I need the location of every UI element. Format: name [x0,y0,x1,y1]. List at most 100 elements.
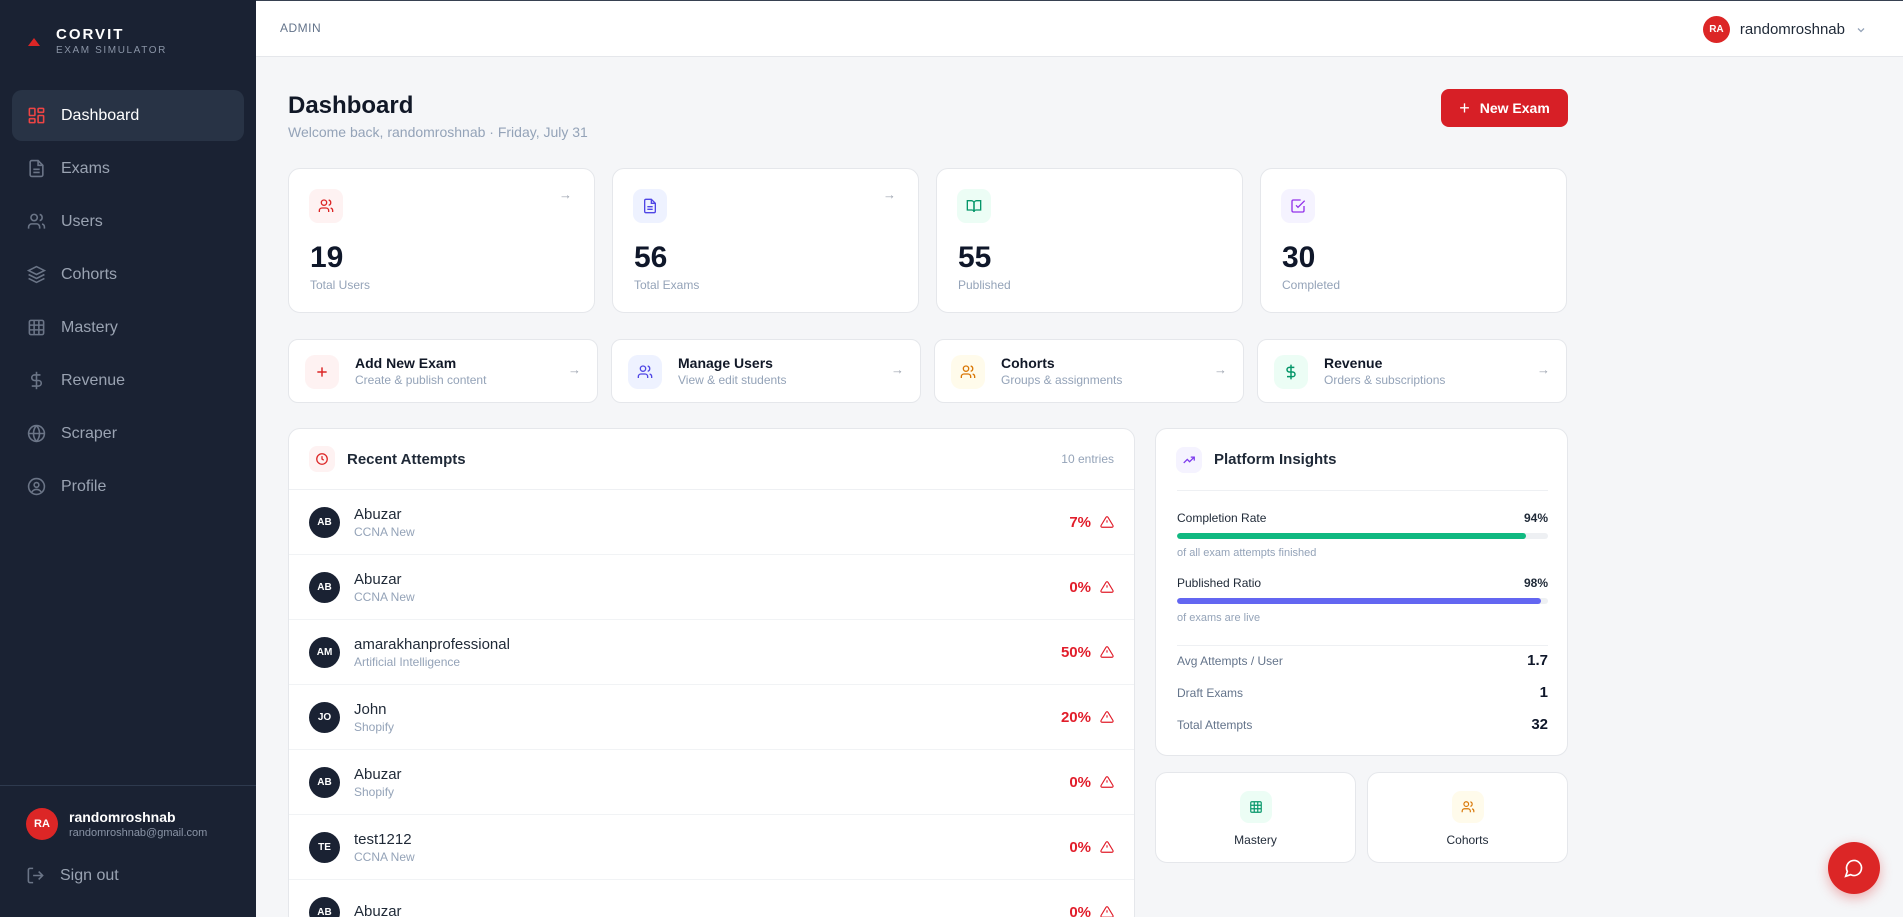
stat-label: Published [958,278,1011,292]
stat-card-published[interactable]: 55 Published [936,168,1243,313]
check-square-icon [1281,189,1315,223]
sign-out-label: Sign out [60,866,119,884]
student-name: test1212 [354,830,412,848]
avatar: AB [309,766,340,798]
avatar: AM [309,636,340,668]
warning-icon [1100,905,1114,917]
user-name: randomroshnab [69,809,176,825]
student-name: Abuzar [354,570,402,588]
warning-icon [1100,645,1114,659]
quick-action-subtitle: Orders & subscriptions [1324,373,1446,387]
users-icon [309,189,343,223]
sidebar-item-revenue[interactable]: Revenue [12,355,244,406]
users-icon [1452,791,1484,823]
kv-label: Avg Attempts / User [1177,653,1283,668]
page-title: Dashboard [288,92,414,119]
grid-icon [1240,791,1272,823]
sidebar-user[interactable]: RA randomroshnab randomroshnab@gmail.com [26,808,207,840]
stat-value: 19 [310,241,344,274]
table-row[interactable]: AB Abuzar Shopify 0% [289,750,1134,815]
metric-note: of all exam attempts finished [1177,547,1317,559]
table-row[interactable]: AB Abuzar CCNA New 0% [289,555,1134,620]
chat-button[interactable] [1828,842,1880,894]
avatar: AB [309,506,340,538]
user-menu[interactable]: RA randomroshnab [1702,16,1867,43]
sidebar-item-label: Users [61,212,103,230]
quick-action-add-new-exam[interactable]: Add New Exam Create & publish content → [288,339,598,403]
mini-link-label: Cohorts [1446,833,1489,847]
table-row[interactable]: JO John Shopify 20% [289,685,1134,750]
quick-action-title: Revenue [1324,355,1383,371]
table-row[interactable]: AM amarakhanprofessional Artificial Intell… [289,620,1134,685]
stat-card-total-users[interactable]: → 19 Total Users [288,168,595,313]
score-value: 0% [1069,838,1091,856]
plus-icon: + [1459,98,1470,118]
page-subtitle: Welcome back, randomroshnab · Friday, Ju… [288,124,588,140]
table-row[interactable]: AB Abuzar 0% [289,880,1134,917]
metric-published-ratio: Published Ratio 98% of exams are live [1177,576,1548,624]
sidebar-item-cohorts[interactable]: Cohorts [12,249,244,300]
grid-icon [28,319,45,336]
score-value: 0% [1069,903,1091,917]
panel-title: Platform Insights [1214,451,1337,468]
stat-label: Total Users [310,278,371,292]
quick-action-cohorts[interactable]: Cohorts Groups & assignments → [934,339,1244,403]
stat-label: Total Exams [634,278,700,292]
topbar: ADMIN RA randomroshnab [256,0,1903,57]
user-circle-icon [27,477,46,496]
progress-fill [1177,533,1526,539]
sign-out-button[interactable]: Sign out [26,866,119,885]
dollar-icon [31,371,42,390]
new-exam-button[interactable]: + New Exam [1441,89,1568,127]
sidebar-item-label: Mastery [61,318,118,336]
brand-name: CORVIT [56,26,125,43]
arrow-right-icon: → [559,187,572,202]
arrow-right-icon: → [1537,362,1550,377]
stat-value: 56 [634,241,668,274]
score: 0% [1069,774,1114,791]
quick-action-manage-users[interactable]: Manage Users View & edit students → [611,339,921,403]
stat-value: 30 [1282,241,1316,274]
arrow-right-icon: → [883,187,896,202]
dollar-icon [1274,355,1308,389]
cohorts-link[interactable]: Cohorts [1367,772,1568,863]
quick-action-subtitle: Groups & assignments [1001,373,1123,387]
exam-name: CCNA New [354,849,415,864]
breadcrumb[interactable]: ADMIN [280,21,322,35]
stat-total-attempts: Total Attempts 32 [1177,716,1548,733]
table-row[interactable]: AB Abuzar CCNA New 7% [289,490,1134,555]
table-row[interactable]: TE test1212 CCNA New 0% [289,815,1134,880]
divider [1177,645,1548,646]
sidebar-item-label: Cohorts [61,265,118,283]
score-value: 0% [1069,578,1091,596]
sidebar-item-dashboard[interactable]: Dashboard [12,90,244,141]
dashboard-icon [28,107,45,124]
mastery-link[interactable]: Mastery [1155,772,1356,863]
sidebar-item-mastery[interactable]: Mastery [12,302,244,353]
sidebar-divider [0,785,256,786]
sidebar-item-label: Exams [61,159,110,177]
kv-value: 32 [1531,716,1548,733]
warning-icon [1100,515,1114,529]
quick-action-revenue[interactable]: Revenue Orders & subscriptions → [1257,339,1567,403]
sidebar-item-profile[interactable]: Profile [12,461,244,512]
sidebar-item-scraper[interactable]: Scraper [12,408,244,459]
sidebar-item-users[interactable]: Users [12,196,244,247]
score: 20% [1061,709,1114,726]
brand-subtitle: EXAM SIMULATOR [56,45,167,56]
sidebar-item-exams[interactable]: Exams [12,143,244,194]
sign-out-icon [27,867,44,884]
brand[interactable]: CORVIT EXAM SIMULATOR [28,26,167,56]
user-name: randomroshnab [1739,21,1845,38]
stat-card-completed[interactable]: 30 Completed [1260,168,1567,313]
globe-icon [27,424,46,443]
layers-icon [27,265,46,284]
panel-header: Recent Attempts 10 entries [289,429,1134,490]
stat-card-total-exams[interactable]: → 56 Total Exams [612,168,919,313]
score-value: 0% [1069,773,1091,791]
metric-completion-rate: Completion Rate 94% of all exam attempts … [1177,511,1548,559]
sidebar-item-label: Scraper [61,424,118,442]
quick-action-title: Add New Exam [355,355,457,371]
score-value: 7% [1069,513,1091,531]
score-value: 20% [1060,708,1091,726]
